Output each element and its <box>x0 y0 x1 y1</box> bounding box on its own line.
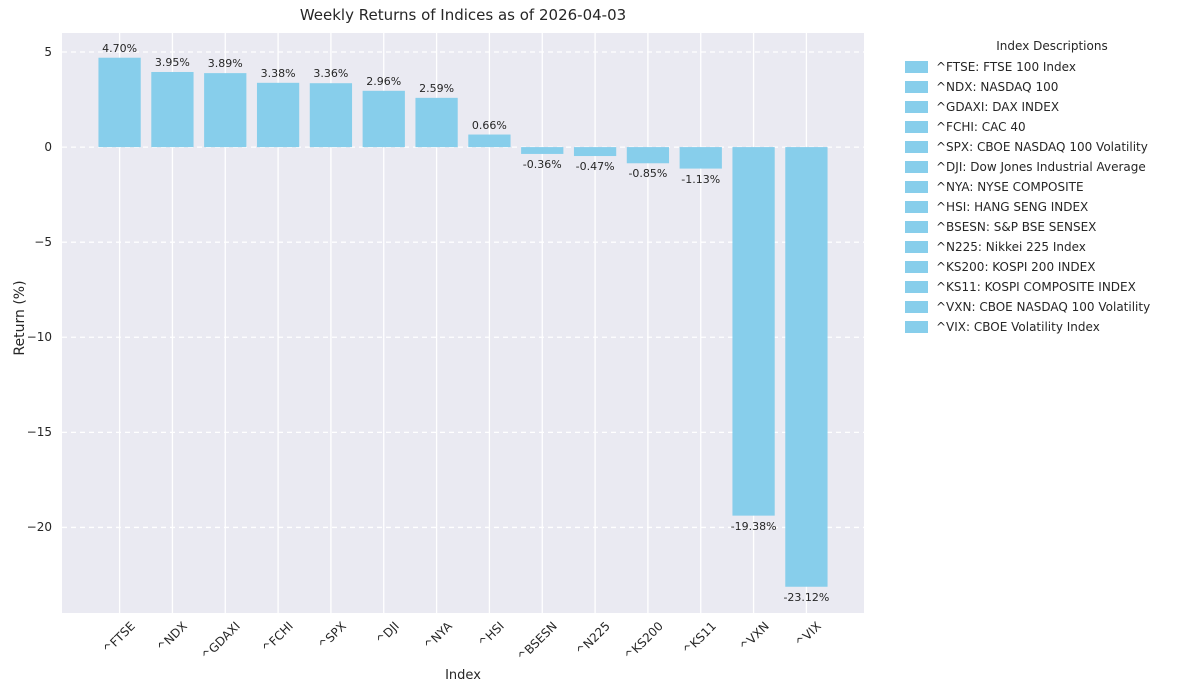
legend-swatch-icon <box>905 241 928 253</box>
legend-label: ^GDAXI: DAX INDEX <box>936 100 1060 114</box>
bar-value-label: -1.13% <box>681 172 721 186</box>
legend-label: ^NYA: NYSE COMPOSITE <box>936 180 1084 194</box>
y-tick-label: −5 <box>34 235 52 250</box>
legend-item: ^KS11: KOSPI COMPOSITE INDEX <box>905 277 1199 297</box>
legend-swatch-icon <box>905 201 928 213</box>
legend-swatch-icon <box>905 81 928 93</box>
legend-label: ^N225: Nikkei 225 Index <box>936 240 1086 254</box>
bar-^NYA <box>415 97 458 148</box>
bar-^NDX <box>151 71 194 148</box>
legend-item: ^VIX: CBOE Volatility Index <box>905 317 1199 337</box>
bar-value-label: -23.12% <box>783 590 830 604</box>
plot-area: 4.70% 3.95% 3.89% 3.38% 3.36% 2.96% 2.59% 0.66%… <box>62 33 864 613</box>
bar-^BSESN <box>521 147 564 154</box>
bar-value-label: 0.66% <box>471 118 507 132</box>
bar-value-label: 3.38% <box>260 66 296 80</box>
bar-^HSI <box>468 134 511 148</box>
bar-value-label: 2.59% <box>419 81 455 95</box>
legend-label: ^HSI: HANG SENG INDEX <box>936 200 1089 214</box>
legend-label: ^NDX: NASDAQ 100 <box>936 80 1059 94</box>
legend-item: ^NDX: NASDAQ 100 <box>905 77 1199 97</box>
chart-title: Weekly Returns of Indices as of 2026-04-… <box>299 6 627 24</box>
legend-item: ^HSI: HANG SENG INDEX <box>905 197 1199 217</box>
legend-item: ^KS200: KOSPI 200 INDEX <box>905 257 1199 277</box>
legend: Index Descriptions ^FTSE: FTSE 100 Index… <box>905 39 1199 337</box>
legend-swatch-icon <box>905 161 928 173</box>
legend-label: ^VXN: CBOE NASDAQ 100 Volatility <box>936 300 1151 314</box>
legend-item: ^FTSE: FTSE 100 Index <box>905 57 1199 77</box>
bar-^GDAXI <box>204 73 247 148</box>
legend-label: ^KS200: KOSPI 200 INDEX <box>936 260 1096 274</box>
y-tick-label: −20 <box>26 520 52 535</box>
bar-value-label: 2.96% <box>366 74 402 88</box>
bar-value-label: 3.89% <box>207 57 243 71</box>
bar-^FCHI <box>256 82 300 148</box>
bar-value-label: -19.38% <box>730 519 777 533</box>
bar-value-label: 4.70% <box>102 41 138 55</box>
legend-swatch-icon <box>905 261 928 273</box>
legend-item: ^NYA: NYSE COMPOSITE <box>905 177 1199 197</box>
x-axis-label: Index <box>445 668 481 683</box>
bar-^SPX <box>309 83 353 148</box>
y-tick-label: 0 <box>44 140 52 155</box>
legend-label: ^SPX: CBOE NASDAQ 100 Volatility <box>936 140 1148 154</box>
legend-item: ^GDAXI: DAX INDEX <box>905 97 1199 117</box>
bar-^FTSE <box>98 57 141 148</box>
legend-label: ^BSESN: S&P BSE SENSEX <box>936 220 1097 234</box>
legend-item: ^BSESN: S&P BSE SENSEX <box>905 217 1199 237</box>
plot-svg <box>62 33 864 613</box>
legend-label: ^DJI: Dow Jones Industrial Average <box>936 160 1146 174</box>
bar-value-label: -0.85% <box>628 167 668 181</box>
legend-swatch-icon <box>905 101 928 113</box>
y-tick-label: −15 <box>26 425 52 440</box>
bar-value-label: -0.47% <box>575 160 615 174</box>
legend-swatch-icon <box>905 321 928 333</box>
legend-label: ^FCHI: CAC 40 <box>936 120 1026 134</box>
legend-label: ^KS11: KOSPI COMPOSITE INDEX <box>936 280 1136 294</box>
legend-swatch-icon <box>905 301 928 313</box>
legend-swatch-icon <box>905 181 928 193</box>
legend-label: ^VIX: CBOE Volatility Index <box>936 320 1100 334</box>
y-tick-label: −10 <box>26 330 52 345</box>
legend-item: ^SPX: CBOE NASDAQ 100 Volatility <box>905 137 1199 157</box>
bar-^DJI <box>362 90 405 148</box>
legend-swatch-icon <box>905 281 928 293</box>
bar-value-label: 3.95% <box>154 55 190 69</box>
y-tick-label: 5 <box>44 45 52 60</box>
bar-^VXN <box>732 147 775 516</box>
legend-item: ^VXN: CBOE NASDAQ 100 Volatility <box>905 297 1199 317</box>
legend-swatch-icon <box>905 121 928 133</box>
bar-^N225 <box>573 147 617 157</box>
bar-^KS11 <box>679 147 722 169</box>
bar-value-label: 3.36% <box>313 67 349 81</box>
legend-item: ^DJI: Dow Jones Industrial Average <box>905 157 1199 177</box>
legend-label: ^FTSE: FTSE 100 Index <box>936 60 1076 74</box>
y-axis-label: Return (%) <box>12 280 28 356</box>
bar-value-label: -0.36% <box>522 157 562 171</box>
legend-item: ^FCHI: CAC 40 <box>905 117 1199 137</box>
legend-title: Index Descriptions <box>996 39 1108 53</box>
legend-swatch-icon <box>905 221 928 233</box>
legend-items: ^FTSE: FTSE 100 Index ^NDX: NASDAQ 100 ^GD… <box>905 57 1199 337</box>
bar-^KS200 <box>626 147 670 164</box>
bar-^VIX <box>785 147 828 587</box>
x-tick-label: ^VIX <box>793 619 825 651</box>
legend-swatch-icon <box>905 61 928 73</box>
legend-swatch-icon <box>905 141 928 153</box>
legend-item: ^N225: Nikkei 225 Index <box>905 237 1199 257</box>
